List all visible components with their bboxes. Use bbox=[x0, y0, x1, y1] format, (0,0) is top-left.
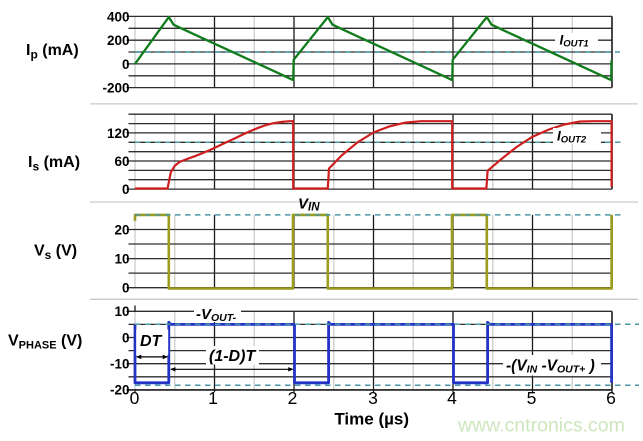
svg-text:-10: -10 bbox=[110, 357, 130, 372]
svg-text:5: 5 bbox=[527, 388, 537, 408]
svg-text:0: 0 bbox=[122, 330, 130, 345]
svg-text:0: 0 bbox=[122, 182, 130, 197]
svg-text:Is (mA): Is (mA) bbox=[28, 154, 80, 173]
svg-text:0: 0 bbox=[122, 281, 130, 296]
svg-text:120: 120 bbox=[107, 126, 130, 141]
svg-text:2: 2 bbox=[288, 388, 298, 408]
svg-text:200: 200 bbox=[107, 33, 130, 48]
svg-text:20: 20 bbox=[114, 222, 129, 237]
svg-text:0: 0 bbox=[130, 388, 140, 408]
svg-text:1: 1 bbox=[208, 388, 218, 408]
svg-text:400: 400 bbox=[107, 9, 130, 24]
svg-text:-200: -200 bbox=[102, 81, 129, 96]
svg-text:6: 6 bbox=[606, 388, 616, 408]
svg-text:VIN: VIN bbox=[298, 196, 320, 214]
svg-text:Ip (mA): Ip (mA) bbox=[26, 42, 79, 61]
svg-text:VPHASE (V): VPHASE (V) bbox=[8, 333, 82, 352]
svg-text:60: 60 bbox=[114, 154, 129, 169]
svg-text:Time (µs): Time (µs) bbox=[334, 410, 409, 429]
svg-text:10: 10 bbox=[114, 304, 129, 319]
svg-text:0: 0 bbox=[122, 57, 130, 72]
svg-text:www.cntronics.com: www.cntronics.com bbox=[457, 415, 625, 437]
svg-text:3: 3 bbox=[368, 388, 378, 408]
svg-text:Vs (V): Vs (V) bbox=[34, 243, 77, 262]
svg-text:4: 4 bbox=[447, 388, 457, 408]
svg-text:10: 10 bbox=[114, 252, 129, 267]
svg-text:(1-D)T: (1-D)T bbox=[209, 348, 256, 365]
svg-text:-20: -20 bbox=[110, 383, 130, 398]
svg-text:DT: DT bbox=[140, 333, 163, 350]
